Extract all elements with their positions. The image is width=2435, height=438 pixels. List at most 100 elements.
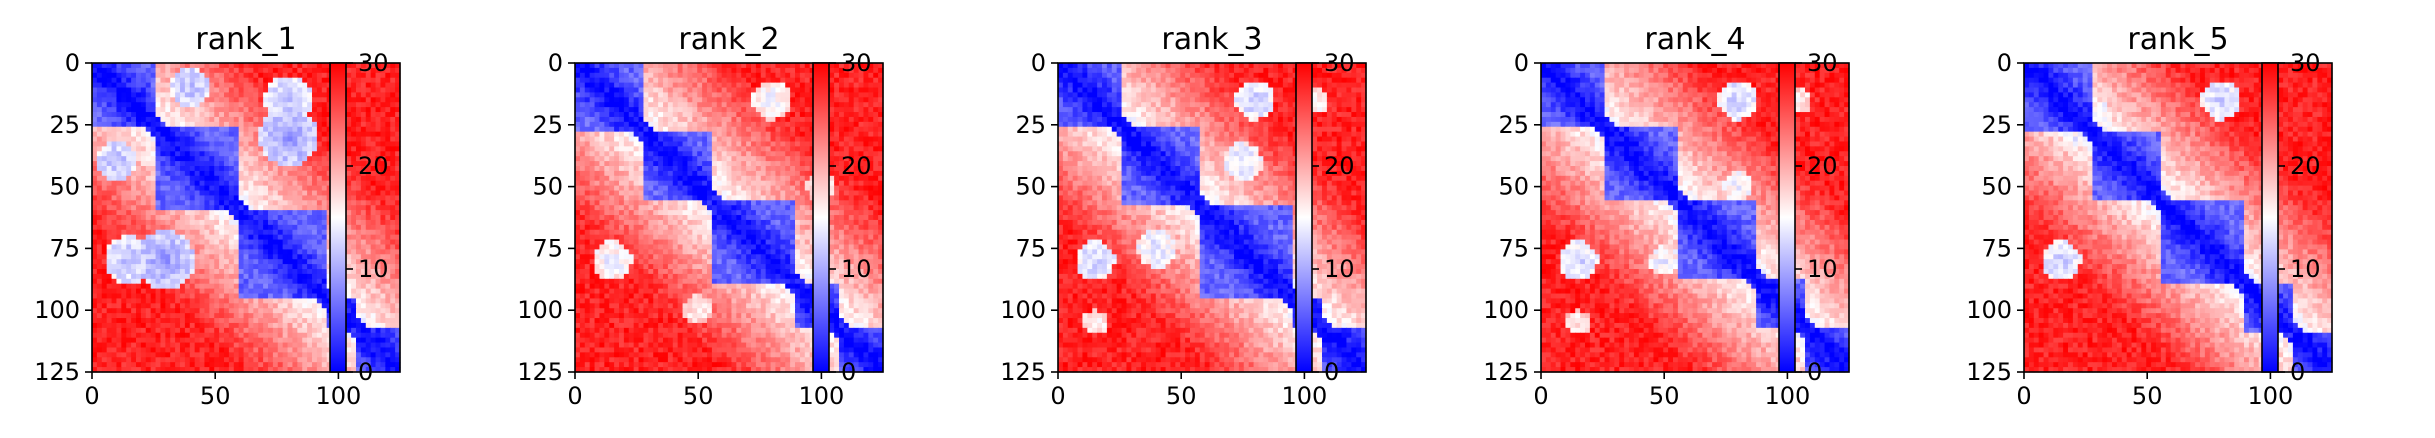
heatmap-cell (204, 83, 209, 89)
heatmap-cell (170, 166, 175, 172)
heatmap-cell (204, 73, 209, 79)
heatmap-cell (302, 63, 307, 69)
heatmap-cell (151, 117, 156, 123)
heatmap-cell (268, 146, 273, 152)
heatmap-cell (141, 112, 146, 118)
heatmap-cell (121, 97, 126, 103)
heatmap-cell (253, 63, 258, 69)
heatmap-cell (273, 68, 278, 74)
heatmap-cell (292, 171, 297, 177)
heatmap-cell (190, 137, 195, 143)
heatmap-cell (107, 141, 112, 147)
heatmap-cell (126, 97, 131, 103)
heatmap-cell (141, 176, 146, 182)
heatmap-cell (278, 122, 283, 128)
heatmap-cell (126, 63, 131, 69)
heatmap-cell (371, 132, 376, 138)
heatmap-cell (190, 97, 195, 103)
heatmap-cell (200, 141, 205, 147)
heatmap-cell (200, 97, 205, 103)
heatmap-cell (195, 156, 200, 162)
heatmap-cell (214, 127, 219, 133)
heatmap-cell (244, 171, 249, 177)
heatmap-cell (380, 107, 385, 113)
heatmap-cell (283, 137, 288, 143)
heatmap-cell (351, 181, 356, 187)
heatmap-cell (180, 102, 185, 108)
heatmap-cell (292, 141, 297, 147)
heatmap-cell (322, 122, 327, 128)
heatmap-cell (380, 137, 385, 143)
heatmap-cell (92, 83, 97, 89)
heatmap-cell (160, 146, 165, 152)
heatmap-cell (258, 117, 263, 123)
heatmap-cell (346, 117, 351, 123)
heatmap-cell (219, 171, 224, 177)
heatmap-cell (273, 122, 278, 128)
heatmap-cell (292, 97, 297, 103)
heatmap-cell (97, 186, 102, 192)
heatmap-cell (380, 122, 385, 128)
heatmap-cell (351, 78, 356, 84)
heatmap-cell (234, 112, 239, 118)
heatmap-cell (312, 146, 317, 152)
heatmap-cell (195, 83, 200, 89)
heatmap-cell (170, 102, 175, 108)
heatmap-cell (165, 181, 170, 187)
heatmap-cell (263, 176, 268, 182)
heatmap-cell (116, 156, 121, 162)
heatmap-cell (297, 166, 302, 172)
heatmap-cell (244, 156, 249, 162)
heatmap-cell (190, 132, 195, 138)
heatmap-cell (253, 127, 258, 133)
heatmap-cell (190, 122, 195, 128)
heatmap-cell (234, 107, 239, 113)
heatmap-cell (165, 92, 170, 98)
heatmap-cell (131, 122, 136, 128)
heatmap-cell (175, 78, 180, 84)
heatmap-cell (288, 102, 293, 108)
heatmap-cell (263, 117, 268, 123)
heatmap-cell (214, 161, 219, 167)
heatmap-cell (361, 102, 366, 108)
heatmap-cell (107, 186, 112, 192)
heatmap-cell (195, 68, 200, 74)
heatmap-cell (131, 171, 136, 177)
heatmap-cell (385, 112, 390, 118)
heatmap-cell (312, 88, 317, 94)
heatmap-cell (322, 171, 327, 177)
heatmap-cell (258, 92, 263, 98)
heatmap-cell (170, 176, 175, 182)
heatmap-cell (146, 186, 151, 192)
heatmap-cell (209, 63, 214, 69)
heatmap-cell (180, 68, 185, 74)
heatmap-cell (180, 186, 185, 192)
heatmap-cell (376, 117, 381, 123)
heatmap-cell (244, 92, 249, 98)
heatmap-cell (268, 186, 273, 192)
heatmap-cell (248, 127, 253, 133)
heatmap-cell (273, 146, 278, 152)
heatmap-cell (297, 176, 302, 182)
heatmap-cell (385, 132, 390, 138)
heatmap-cell (380, 141, 385, 147)
heatmap-cell (224, 112, 229, 118)
heatmap-cell (244, 161, 249, 167)
heatmap-cell (209, 92, 214, 98)
heatmap-cell (131, 73, 136, 79)
heatmap-cell (107, 181, 112, 187)
heatmap-cell (346, 97, 351, 103)
heatmap-cell (121, 102, 126, 108)
heatmap-cell (160, 68, 165, 74)
heatmap-cell (351, 171, 356, 177)
heatmap-cell (131, 68, 136, 74)
heatmap-cell (116, 171, 121, 177)
heatmap-cell (97, 73, 102, 79)
heatmap-cell (356, 127, 361, 133)
heatmap-cell (229, 151, 234, 157)
heatmap-cell (248, 137, 253, 143)
heatmap-cell (253, 117, 258, 123)
heatmap-cell (376, 102, 381, 108)
heatmap-cell (312, 161, 317, 167)
heatmap-cell (278, 166, 283, 172)
